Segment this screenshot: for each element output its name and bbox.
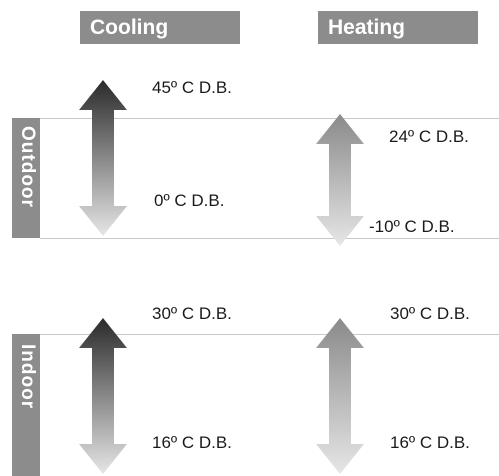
indoor-heating-min-label: 16º C D.B. (390, 433, 470, 452)
outdoor-cooling-range-arrow (79, 80, 127, 236)
outdoor-top-line (40, 118, 499, 119)
indoor-label-text: Indoor (17, 344, 38, 410)
outdoor-heating-range-arrow (316, 114, 364, 246)
indoor-top-line (40, 334, 499, 335)
outdoor-section-label: Outdoor (12, 118, 40, 238)
outdoor-bottom-line (40, 238, 499, 239)
indoor-section-label: Indoor (12, 334, 40, 476)
indoor-cooling-max-label: 30º C D.B. (152, 304, 232, 323)
cooling-header-label: Cooling (90, 16, 169, 39)
indoor-cooling-range-arrow (79, 318, 127, 474)
heating-header: Heating (318, 11, 478, 44)
heating-header-label: Heating (328, 16, 406, 39)
indoor-heating-range-arrow (316, 318, 364, 474)
outdoor-cooling-max-label: 45º C D.B. (152, 78, 232, 97)
outdoor-heating-min-label: -10º C D.B. (369, 217, 455, 236)
cooling-header: Cooling (80, 11, 240, 44)
outdoor-cooling-min-label: 0º C D.B. (154, 191, 225, 210)
indoor-heating-max-label: 30º C D.B. (390, 304, 470, 323)
outdoor-label-text: Outdoor (17, 126, 38, 208)
indoor-cooling-min-label: 16º C D.B. (152, 433, 232, 452)
outdoor-heating-max-label: 24º C D.B. (389, 127, 469, 146)
